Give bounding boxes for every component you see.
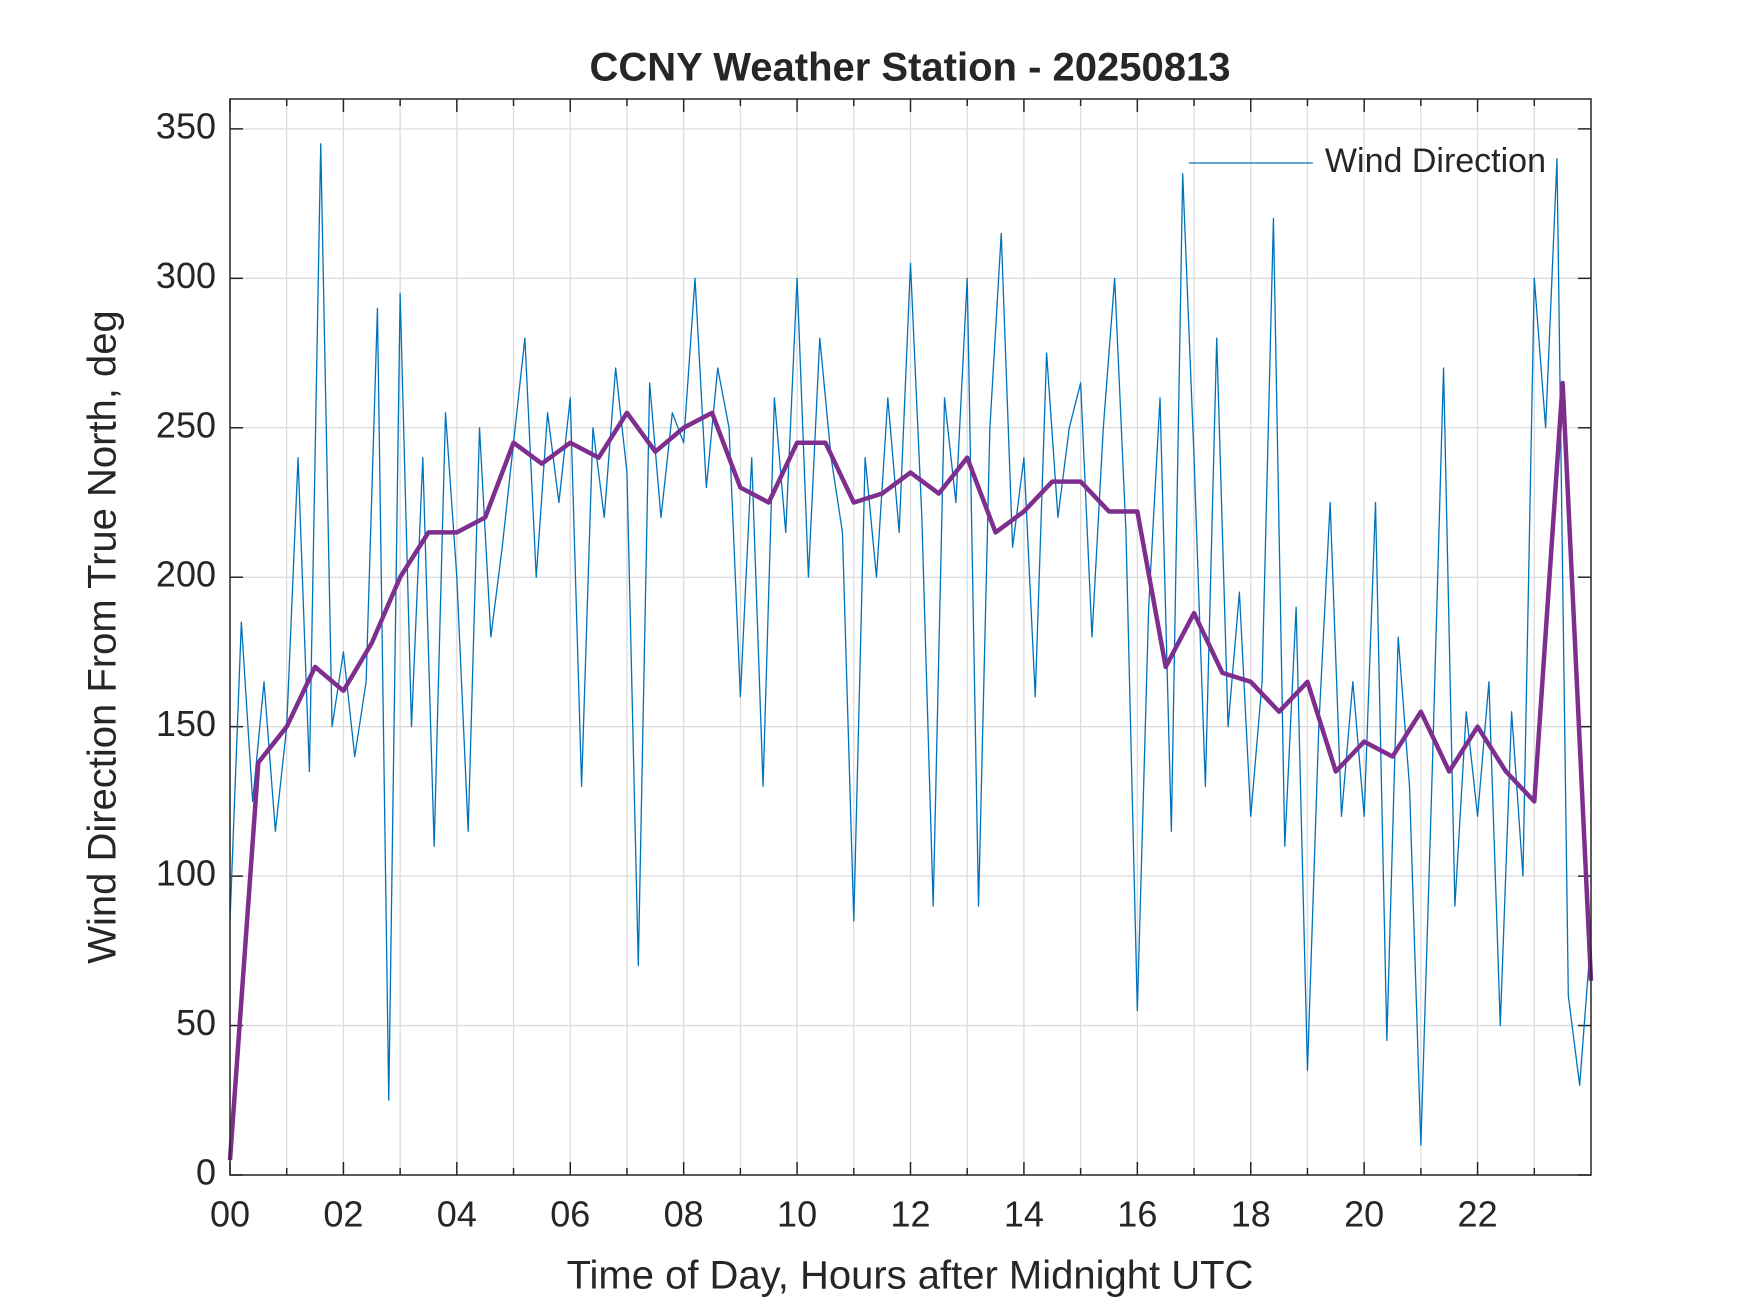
x-tick-label: 04 xyxy=(437,1194,477,1235)
x-tick-label: 16 xyxy=(1117,1194,1157,1235)
y-tick-label: 50 xyxy=(176,1002,216,1043)
x-axis-label: Time of Day, Hours after Midnight UTC xyxy=(567,1254,1254,1298)
x-tick-label: 00 xyxy=(210,1194,250,1235)
y-tick-label: 250 xyxy=(156,404,216,445)
y-tick-label: 100 xyxy=(156,853,216,894)
y-tick-label: 150 xyxy=(156,703,216,744)
plot-frame xyxy=(229,98,1592,1176)
y-tick-label: 200 xyxy=(156,554,216,595)
y-tick-label: 300 xyxy=(156,255,216,296)
x-tick-label: 02 xyxy=(323,1194,363,1235)
x-tick-label: 06 xyxy=(550,1194,590,1235)
y-tick-label: 350 xyxy=(156,105,216,146)
x-tick-label: 14 xyxy=(1004,1194,1044,1235)
x-tick-label: 18 xyxy=(1231,1194,1271,1235)
legend-label: Wind Direction xyxy=(1325,142,1546,180)
x-tick-label: 22 xyxy=(1458,1194,1498,1235)
data-line xyxy=(227,380,1594,1161)
data-line xyxy=(229,143,1592,1146)
x-tick-label: 12 xyxy=(890,1194,930,1235)
chart-title: CCNY Weather Station - 20250813 xyxy=(590,46,1231,90)
x-tick-label: 08 xyxy=(664,1194,704,1235)
x-tick-label: 10 xyxy=(777,1194,817,1235)
y-tick-label: 0 xyxy=(196,1152,216,1193)
y-axis-label: Wind Direction From True North, deg xyxy=(81,310,125,964)
x-tick-label: 20 xyxy=(1344,1194,1384,1235)
